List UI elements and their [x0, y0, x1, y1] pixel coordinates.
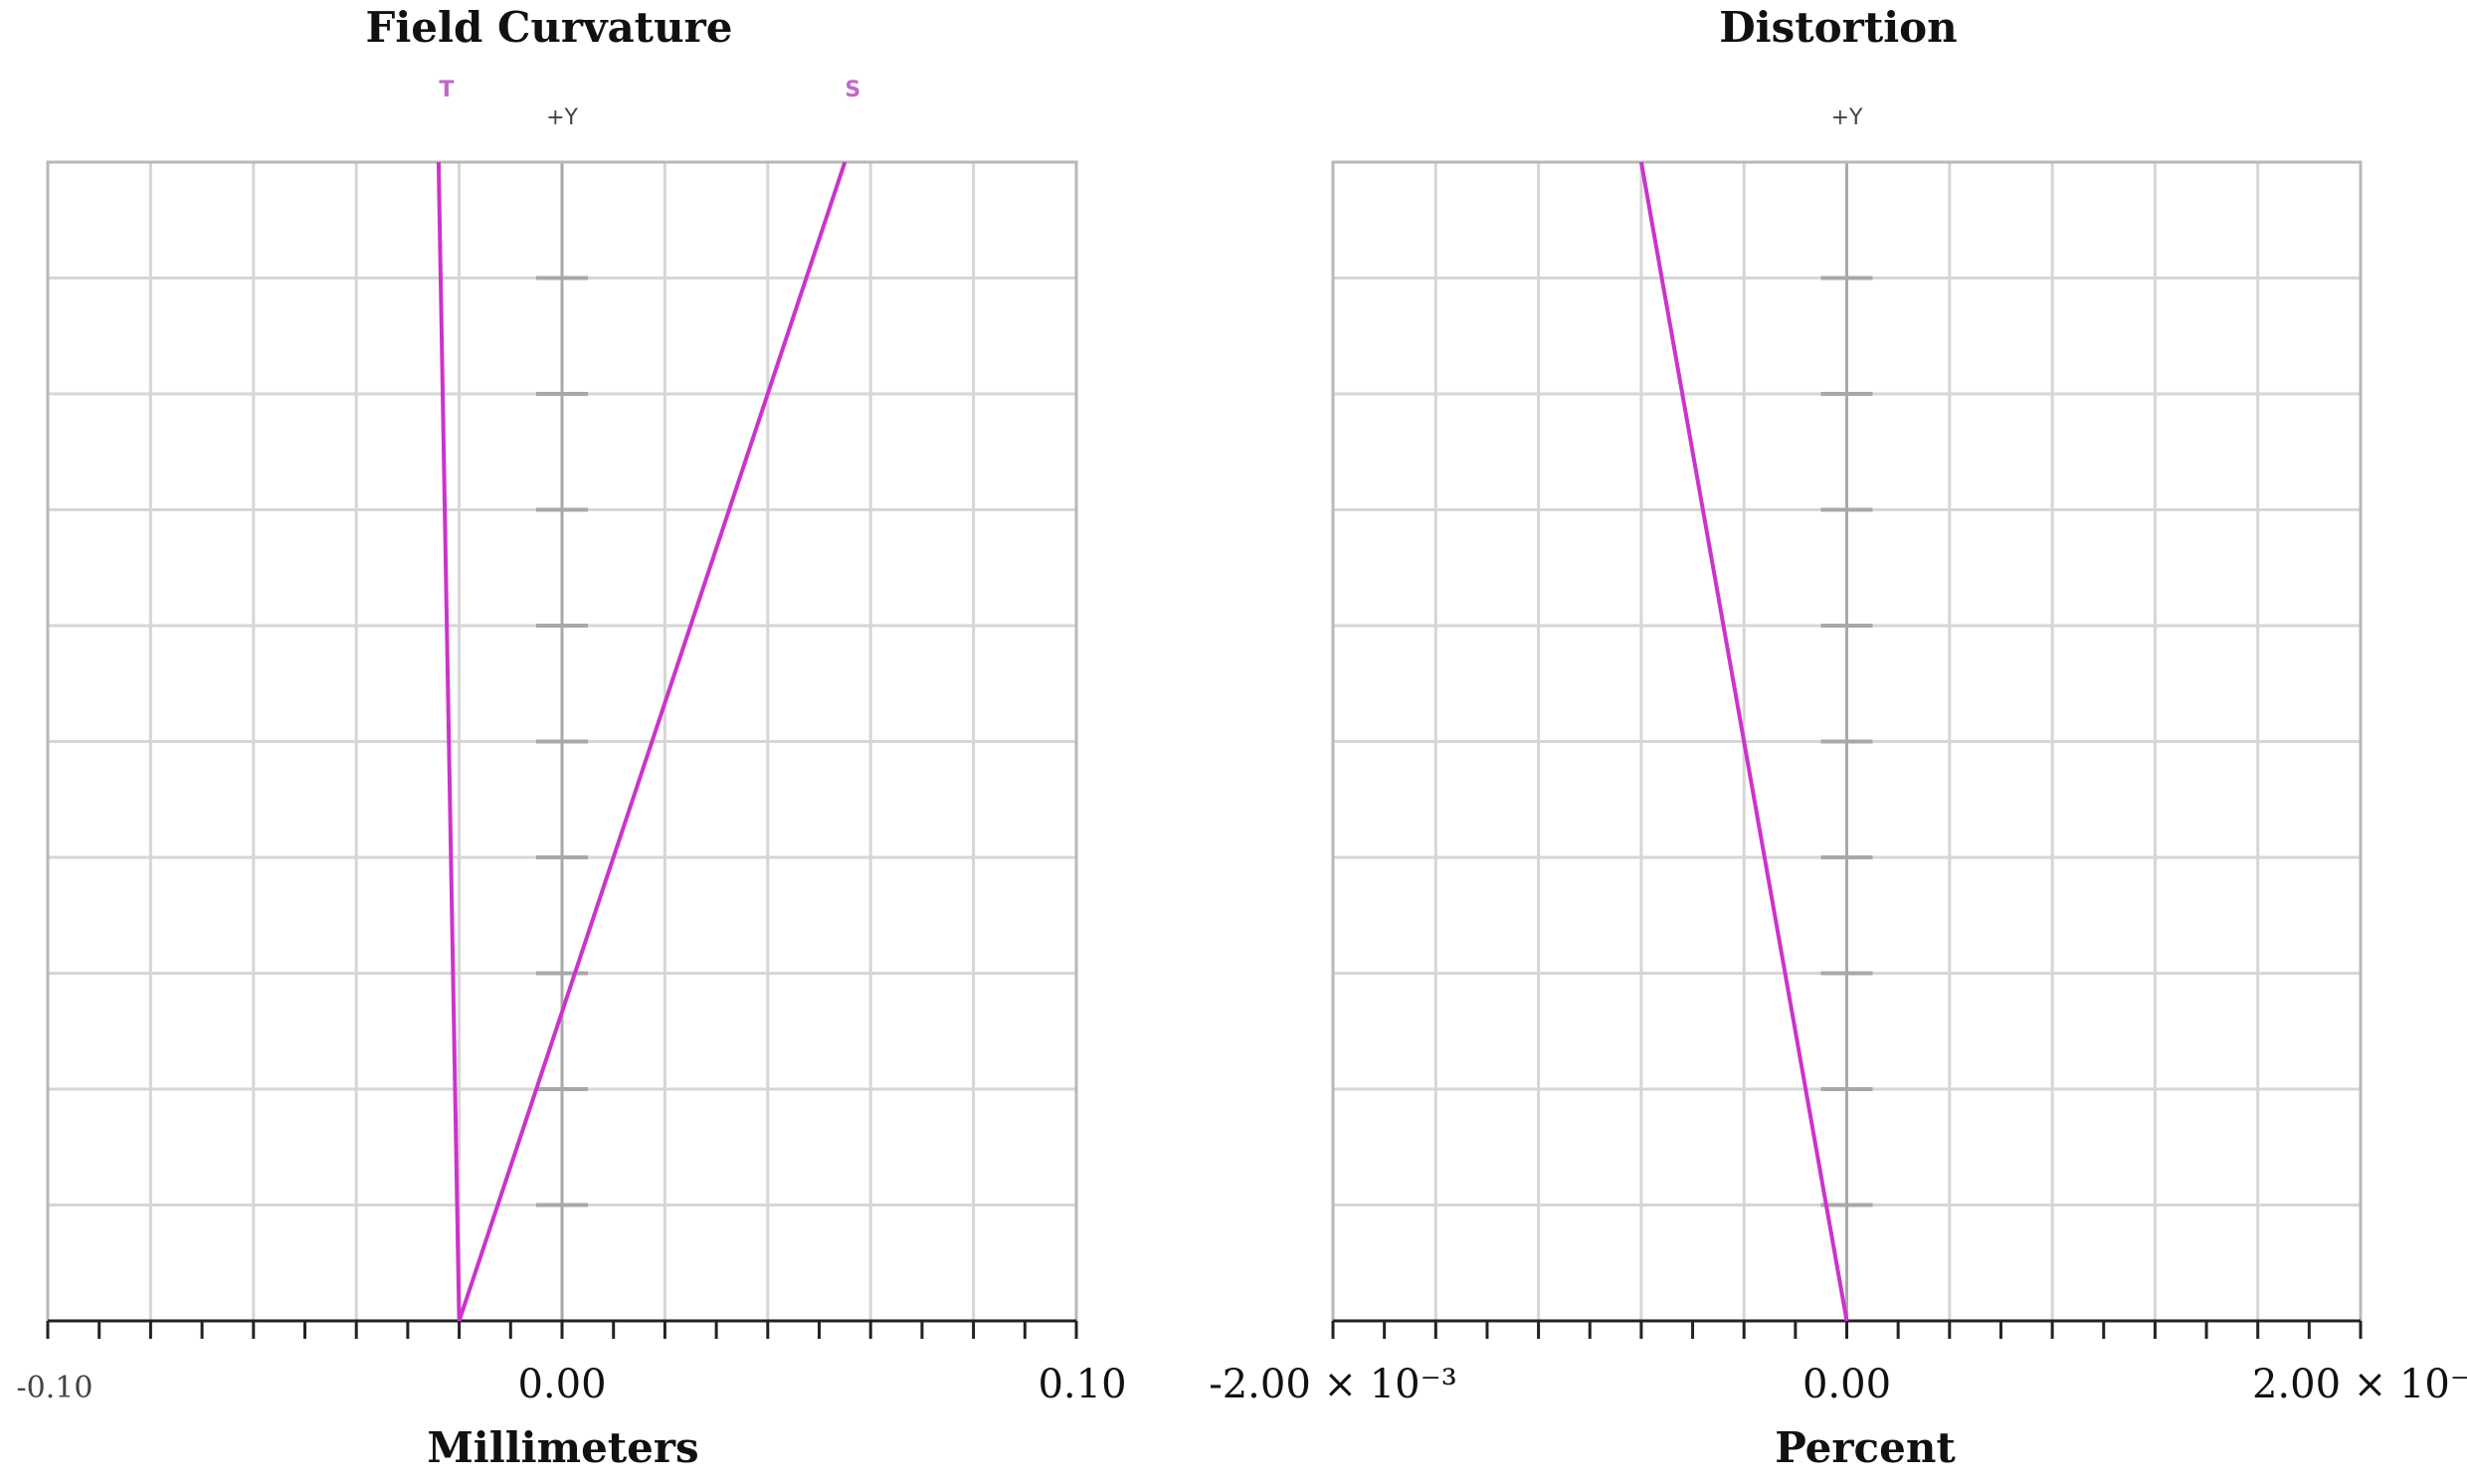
x-tick-label-max: 2.00 × 10⁻³: [2252, 1362, 2467, 1407]
chart-title: Distortion: [1719, 3, 1957, 52]
field-curvature-panel: T S Field Curvature +Y -0.10 0.00 0.10 Millimet…: [17, 3, 1127, 1472]
x-tick-label-zero: 0.00: [1803, 1362, 1891, 1407]
x-tick-label-zero: 0.00: [517, 1362, 606, 1407]
series-label-t: T: [439, 78, 454, 102]
x-axis-label: Millimeters: [427, 1423, 698, 1472]
series-line-s: [457, 161, 848, 1322]
x-tick-label-min: -2.00 × 10⁻³: [1209, 1362, 1457, 1407]
grid: [48, 162, 1076, 1321]
x-tick-label-min: -0.10: [17, 1371, 94, 1405]
series-label-s: S: [845, 78, 860, 102]
series-line-distortion: [1638, 161, 1849, 1322]
distortion-panel: Distortion +Y -2.00 × 10⁻³ 0.00 2.00 × 10⁻³ P…: [1209, 3, 2467, 1472]
series-line-t: [436, 161, 462, 1322]
axis-marker-plus-y: +Y: [546, 105, 578, 130]
x-axis-label: Percent: [1775, 1423, 1956, 1472]
x-tick-label-max: 0.10: [1038, 1362, 1126, 1407]
chart-title: Field Curvature: [366, 3, 733, 52]
grid: [1333, 162, 2361, 1321]
axis-marker-plus-y: +Y: [1831, 105, 1863, 130]
